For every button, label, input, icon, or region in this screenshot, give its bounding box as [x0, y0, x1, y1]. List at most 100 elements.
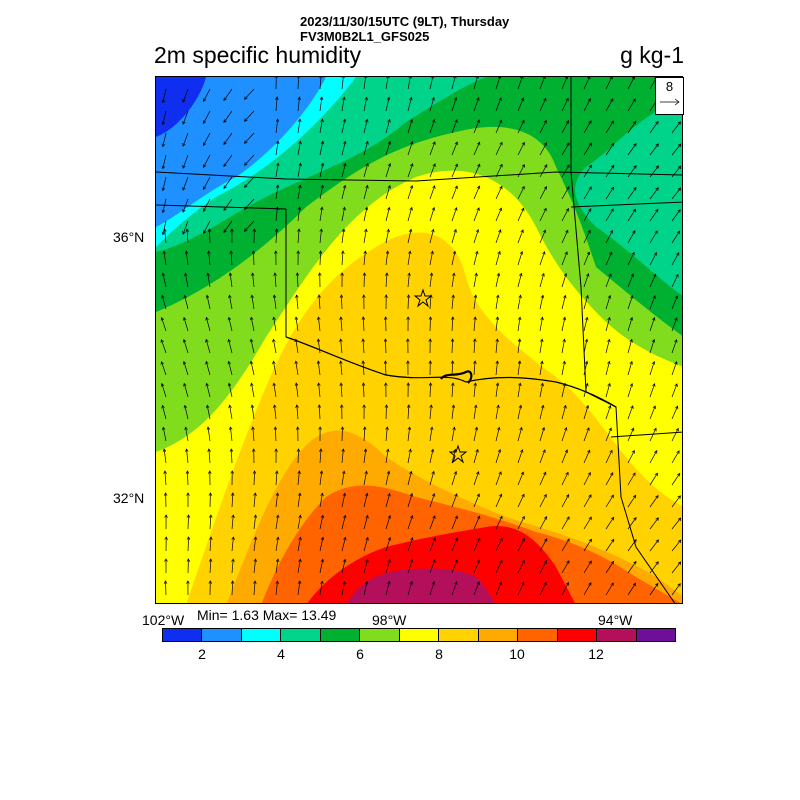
wind-arrow-head	[251, 426, 255, 430]
wind-arrow	[451, 427, 455, 442]
wind-arrow	[429, 559, 436, 574]
wind-arrow-head	[542, 449, 546, 453]
wind-arrow-head	[339, 338, 343, 342]
wind-arrow	[517, 120, 525, 134]
wind-arrow-head	[520, 97, 525, 102]
wind-arrow	[363, 493, 368, 508]
wind-arrow	[495, 538, 503, 552]
wind-arrow-head	[209, 536, 213, 540]
wind-arrow-head	[253, 558, 258, 563]
wind-arrow	[429, 471, 435, 486]
wind-arrow-head	[499, 163, 503, 168]
wind-arrow	[539, 164, 548, 178]
wind-arrow	[385, 493, 391, 508]
wind-arrow	[162, 132, 167, 147]
wind-arrow-head	[541, 272, 545, 277]
wind-arrow-head	[386, 77, 390, 79]
wind-arrow	[341, 581, 346, 596]
wind-arrow-head	[407, 426, 412, 431]
wind-arrow-head	[182, 187, 186, 191]
wind-arrow	[319, 207, 323, 222]
wind-arrow-head	[361, 382, 366, 386]
wind-arrow	[517, 361, 521, 376]
wind-arrow-head	[320, 118, 324, 123]
wind-arrow-head	[320, 140, 325, 145]
wind-arrow-head	[674, 383, 678, 387]
wind-arrow-head	[629, 338, 633, 343]
wind-arrow	[186, 449, 189, 464]
wind-arrow-head	[518, 316, 522, 321]
wind-arrow-head	[251, 272, 255, 276]
wind-arrow	[605, 230, 613, 244]
wind-arrow	[473, 251, 478, 266]
wind-arrow-head	[476, 493, 480, 498]
wind-arrow	[407, 515, 413, 530]
wind-arrow-head	[341, 448, 345, 452]
wind-arrow-head	[227, 382, 232, 387]
wind-arrow-head	[383, 338, 388, 342]
wind-arrow	[495, 77, 501, 90]
wind-arrow	[539, 449, 546, 464]
wind-arrow	[649, 383, 655, 398]
wind-arrow	[319, 250, 321, 266]
wind-arrow	[649, 517, 659, 530]
star-marker	[413, 288, 433, 308]
wind-arrow-head	[610, 142, 615, 147]
wind-arrow-head	[387, 162, 392, 167]
colorbar-label: 2	[198, 646, 206, 662]
wind-arrow	[473, 295, 477, 310]
wind-arrow-head	[543, 97, 547, 102]
colorbar	[162, 628, 676, 642]
wind-arrow	[583, 472, 591, 486]
wind-arrow	[627, 317, 633, 332]
wind-arrow	[495, 405, 499, 420]
wind-arrow-head	[387, 492, 391, 497]
wind-arrow	[583, 427, 590, 442]
wind-arrow-head	[406, 316, 410, 320]
wind-arrow-head	[317, 272, 322, 276]
wind-arrow-head	[186, 558, 191, 562]
wind-arrow	[539, 273, 545, 288]
wind-arrow	[385, 207, 390, 222]
wind-arrow-head	[454, 207, 458, 211]
wind-arrow-head	[275, 558, 280, 563]
wind-arrow	[671, 252, 680, 266]
wind-arrow-head	[228, 426, 233, 431]
wind-arrow-head	[339, 316, 343, 320]
wind-arrow-head	[629, 316, 634, 321]
wind-arrow	[297, 97, 300, 112]
wind-arrow-head	[343, 536, 347, 541]
wind-arrow	[429, 273, 433, 288]
wind-arrow-head	[677, 143, 682, 148]
wind-arrow	[605, 187, 614, 200]
wind-arrow-head	[629, 383, 634, 387]
wind-arrow	[385, 272, 388, 288]
wind-arrow-head	[431, 228, 435, 233]
wind-arrow	[182, 198, 189, 213]
wind-arrow-head	[203, 230, 207, 235]
wind-arrow-head	[387, 140, 392, 145]
wind-arrow-head	[207, 250, 211, 254]
wind-arrow-head	[231, 536, 235, 540]
wind-arrow-head	[317, 294, 321, 298]
wind-arrow-head	[454, 515, 458, 520]
wind-arrow-head	[223, 141, 227, 145]
wind-arrow	[207, 273, 211, 288]
wind-arrow	[319, 559, 324, 574]
wind-arrow	[583, 142, 592, 156]
wind-arrow	[318, 383, 321, 398]
wind-arrow	[275, 515, 279, 530]
wind-arrow	[244, 176, 255, 188]
wind-arrow	[297, 119, 301, 134]
wind-arrow-head	[227, 338, 231, 343]
wind-arrow-head	[294, 338, 298, 343]
wind-arrow	[627, 295, 633, 310]
wind-arrow-head	[276, 140, 280, 145]
wind-arrow-head	[250, 294, 254, 299]
wind-arrow	[539, 295, 544, 310]
wind-arrow	[407, 229, 412, 244]
wind-arrow	[561, 339, 565, 354]
wind-arrow-head	[207, 228, 212, 232]
wind-arrow	[297, 141, 301, 156]
wind-arrow-head	[274, 250, 278, 254]
